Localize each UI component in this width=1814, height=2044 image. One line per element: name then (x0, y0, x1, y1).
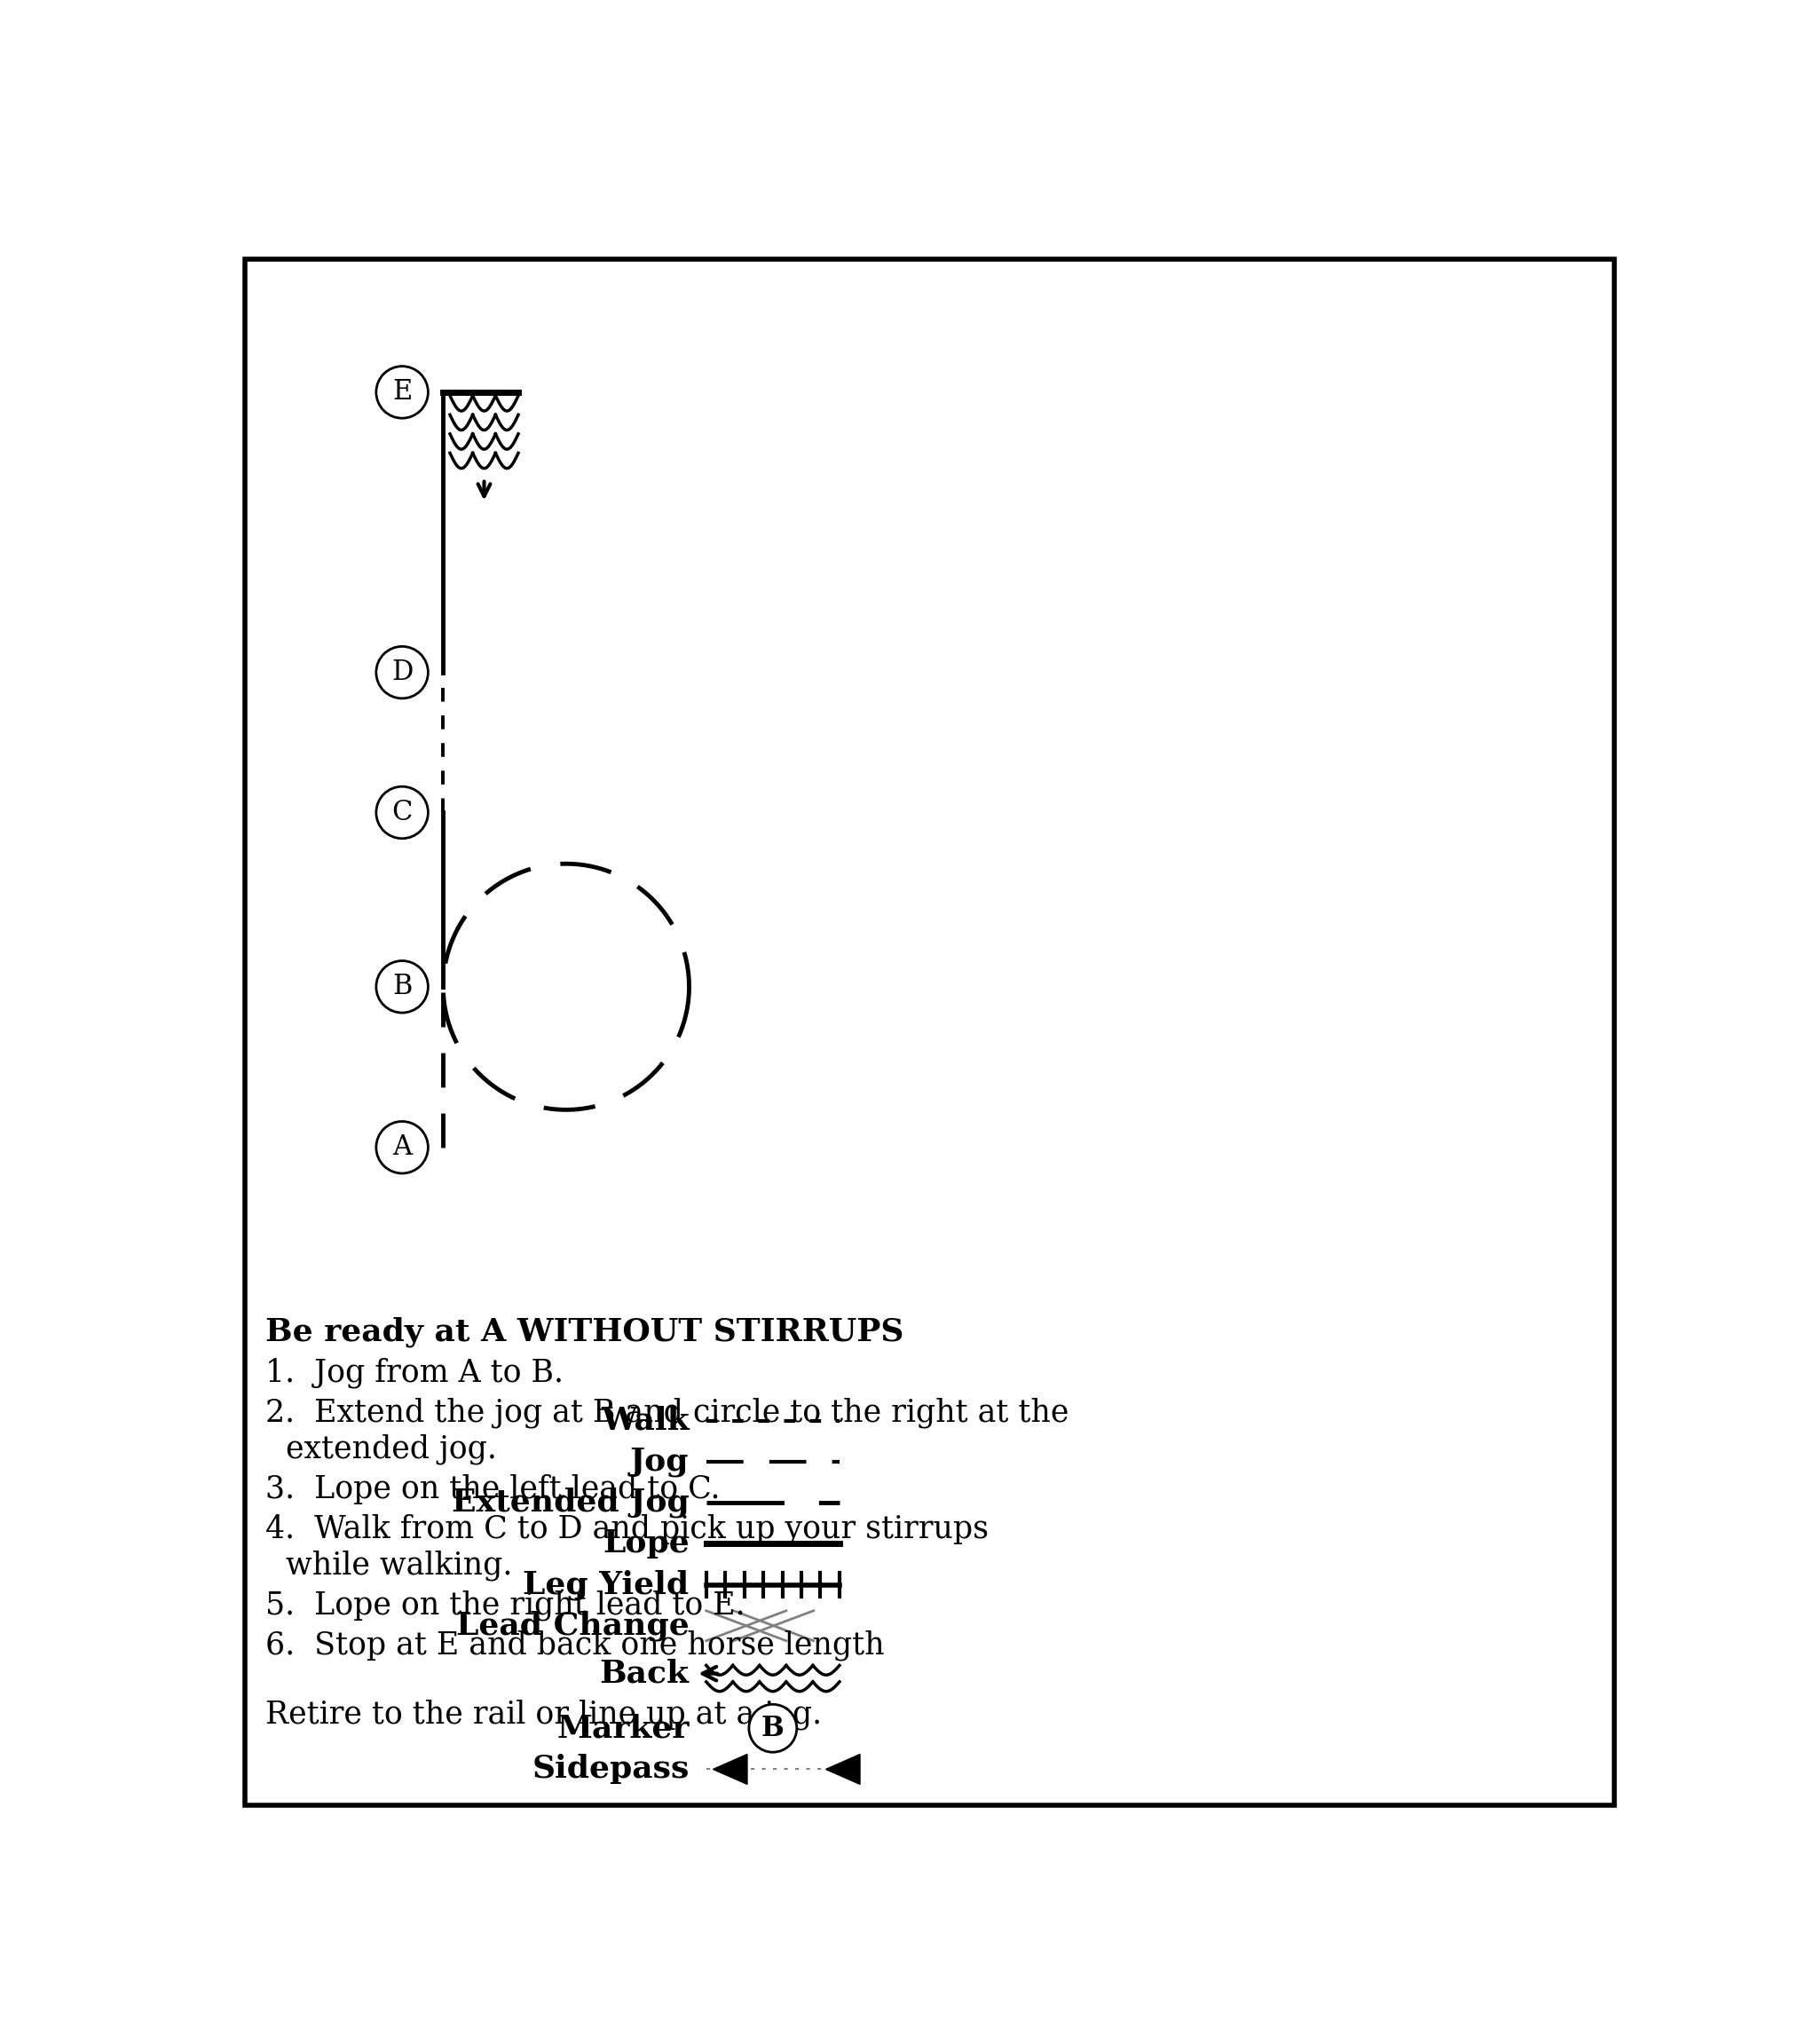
Text: Back: Back (599, 1658, 689, 1688)
Text: 5.  Lope on the right lead to E.: 5. Lope on the right lead to E. (265, 1590, 746, 1621)
Text: E: E (392, 378, 412, 407)
Text: 3.  Lope on the left lead to C.: 3. Lope on the left lead to C. (265, 1474, 720, 1504)
Text: Jog: Jog (629, 1447, 689, 1478)
Text: 2.  Extend the jog at B and circle to the right at the: 2. Extend the jog at B and circle to the… (265, 1398, 1068, 1429)
Circle shape (375, 961, 428, 1012)
Text: Leg Yield: Leg Yield (522, 1570, 689, 1600)
Text: Walk: Walk (600, 1406, 689, 1435)
Text: B: B (392, 973, 412, 1000)
Circle shape (375, 646, 428, 699)
Circle shape (749, 1705, 796, 1752)
Circle shape (375, 787, 428, 838)
Text: D: D (392, 658, 414, 687)
Text: Retire to the rail or line up at a jog.: Retire to the rail or line up at a jog. (265, 1699, 822, 1729)
Text: Extended Jog: Extended Jog (452, 1488, 689, 1519)
Text: 4.  Walk from C to D and pick up your stirrups: 4. Walk from C to D and pick up your sti… (265, 1513, 989, 1543)
Text: A: A (392, 1134, 412, 1161)
Circle shape (375, 366, 428, 419)
Text: 6.  Stop at E and back one horse length: 6. Stop at E and back one horse length (265, 1629, 885, 1660)
Text: while walking.: while walking. (287, 1549, 513, 1580)
Text: extended jog.: extended jog. (287, 1435, 497, 1466)
Text: Sidepass: Sidepass (532, 1754, 689, 1784)
Text: 1.  Jog from A to B.: 1. Jog from A to B. (265, 1357, 564, 1388)
Polygon shape (825, 1754, 860, 1784)
Polygon shape (713, 1754, 747, 1784)
Text: C: C (392, 799, 412, 826)
Text: B: B (762, 1715, 784, 1741)
Text: Lope: Lope (602, 1529, 689, 1560)
Text: Marker: Marker (557, 1713, 689, 1744)
Text: Be ready at A WITHOUT STIRRUPS: Be ready at A WITHOUT STIRRUPS (265, 1316, 903, 1347)
Text: Lead Change: Lead Change (455, 1611, 689, 1641)
Circle shape (375, 1122, 428, 1173)
